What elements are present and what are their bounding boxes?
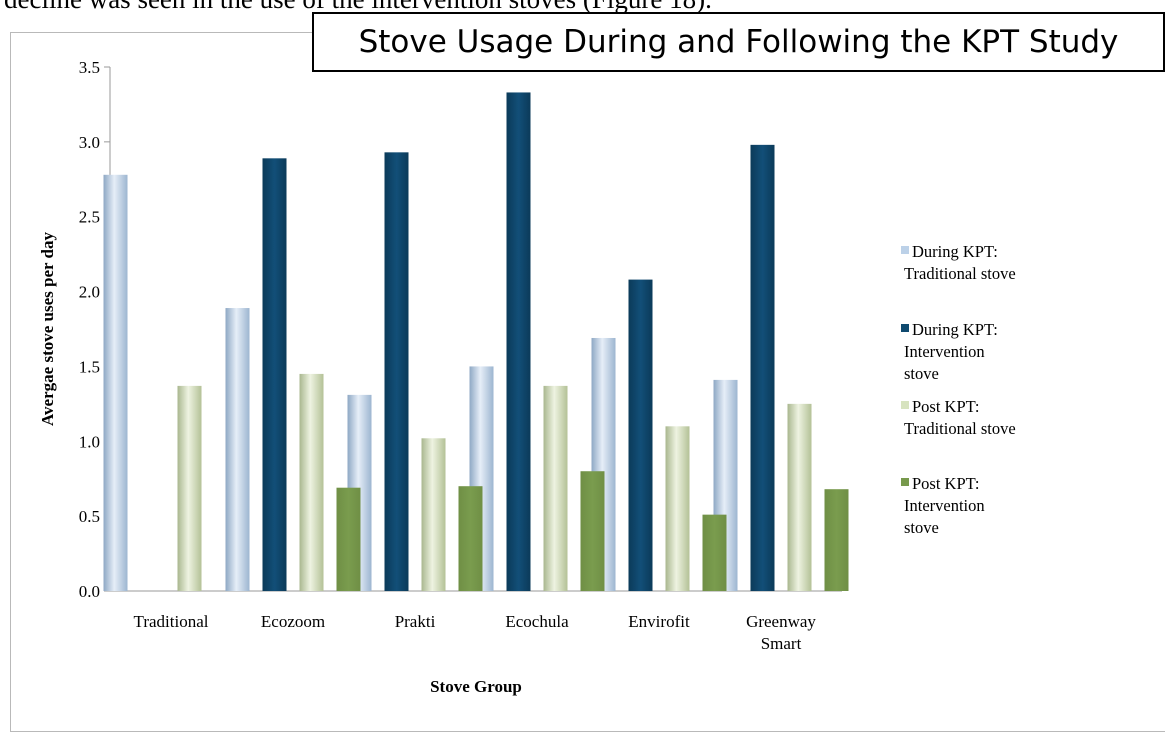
legend-post-intervention: Post KPT: Intervention stove: [901, 474, 985, 537]
y-tick-label: 0.0: [79, 582, 100, 601]
legend-during-intervention: During KPT: Intervention stove: [901, 320, 998, 383]
bar-post-intervention: [580, 471, 605, 591]
legend-label: During KPT: Traditional stove: [904, 242, 1016, 283]
bar-during-intervention: [750, 144, 775, 591]
x-tick-label: Envirofit: [628, 612, 690, 631]
legend-label: Post KPT: Intervention stove: [904, 474, 985, 537]
bar-post-traditional: [421, 438, 446, 591]
bar-during-intervention: [384, 152, 409, 591]
y-tick-label: 1.0: [79, 432, 100, 451]
legend-during-traditional: During KPT: Traditional stove: [901, 242, 1016, 283]
body-text-line: decline was seen in the use of the inter…: [4, 0, 712, 15]
bar-during-intervention: [628, 279, 653, 591]
x-tick-label: Ecochula: [505, 612, 569, 631]
bar-during-traditional: [103, 174, 128, 591]
bar-post-intervention: [824, 489, 849, 591]
bar-post-traditional: [299, 373, 324, 591]
bar-post-intervention: [458, 486, 483, 591]
bar-during-intervention: [262, 158, 287, 591]
bar-post-traditional: [787, 403, 812, 591]
bar-post-intervention: [702, 514, 727, 591]
legend: During KPT: Traditional stove During KPT: I…: [901, 242, 1016, 537]
bar-chart: 0.0 0.5 1.0 1.5 2.0 2.5 3.0 3.5 Traditional Ecoz…: [38, 58, 1016, 696]
x-tick-label: Ecozoom: [261, 612, 325, 631]
x-tick-label: Prakti: [395, 612, 436, 631]
x-axis-title: Stove Group: [430, 677, 522, 696]
bar-during-intervention: [506, 92, 531, 592]
legend-swatch: [901, 246, 909, 254]
y-tick-label: 1.5: [79, 357, 100, 376]
bar-post-traditional: [665, 426, 690, 591]
bar-during-traditional: [225, 308, 250, 591]
x-tick-label: Traditional: [134, 612, 209, 631]
legend-swatch: [901, 324, 909, 332]
legend-label: During KPT: Intervention stove: [904, 320, 998, 383]
chart-title: Stove Usage During and Following the KPT…: [312, 12, 1165, 72]
y-axis-title: Avergae stove uses per day: [38, 232, 57, 426]
bar-post-traditional: [177, 385, 202, 591]
y-tick-label: 2.5: [79, 208, 100, 227]
y-tick-label: 3.0: [79, 133, 100, 152]
bar-post-intervention: [336, 487, 361, 591]
y-tick-label: 0.5: [79, 507, 100, 526]
x-tick-label: Greenway Smart: [746, 612, 816, 653]
y-tick-label: 3.5: [79, 58, 100, 77]
legend-label: Post KPT: Traditional stove: [904, 397, 1016, 438]
legend-swatch: [901, 401, 909, 409]
bar-post-traditional: [543, 385, 568, 591]
y-tick-label: 2.0: [79, 283, 100, 302]
legend-swatch: [901, 478, 909, 486]
legend-post-traditional: Post KPT: Traditional stove: [901, 397, 1016, 438]
